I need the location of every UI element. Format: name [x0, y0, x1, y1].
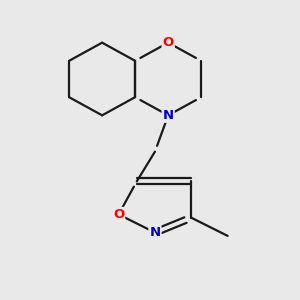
Text: O: O	[163, 36, 174, 49]
Text: N: N	[163, 109, 174, 122]
Text: O: O	[113, 208, 124, 221]
Text: N: N	[149, 226, 161, 239]
